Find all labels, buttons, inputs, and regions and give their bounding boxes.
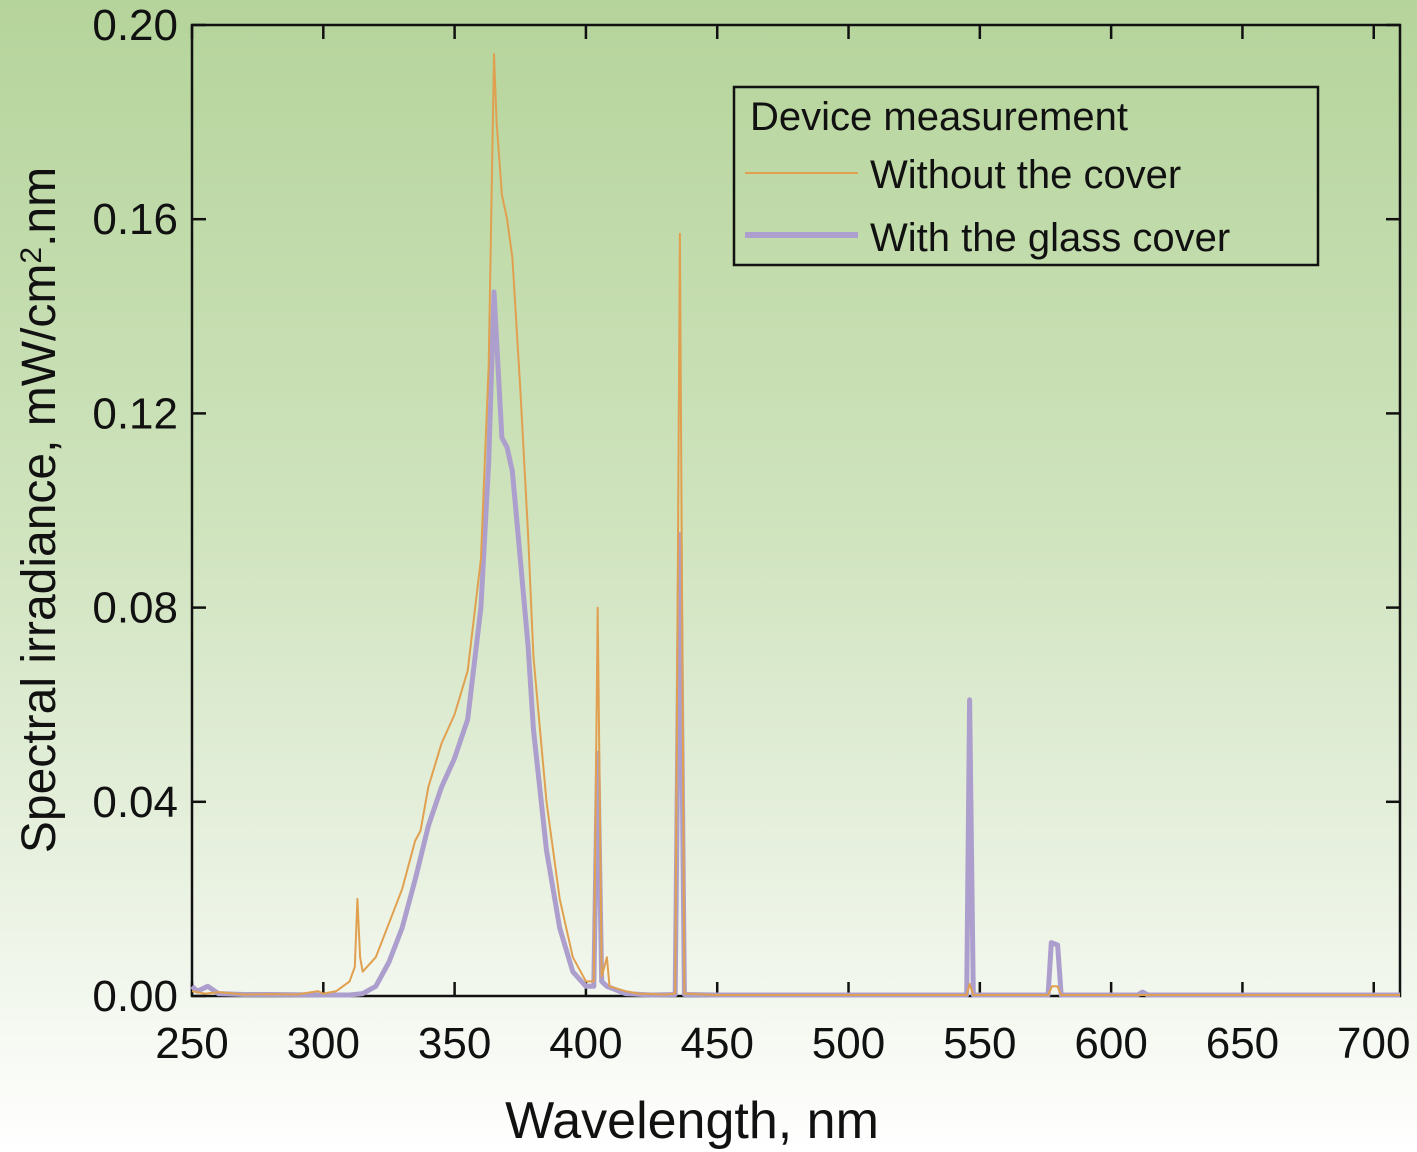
y-axis-label: Spectral irradiance, mW/cm2.nm <box>13 167 66 853</box>
x-axis-label: Wavelength, nm <box>505 1092 879 1150</box>
x-tick-label: 450 <box>681 1019 754 1068</box>
x-tick-label: 350 <box>418 1019 491 1068</box>
x-tick-label: 650 <box>1206 1019 1279 1068</box>
y-tick-label: 0.20 <box>92 1 178 50</box>
y-axis-label-superscript: 2 <box>15 247 48 264</box>
legend-box <box>732 85 1320 267</box>
series-line-without-cover <box>191 53 1400 996</box>
x-tick-label: 250 <box>155 1019 228 1068</box>
y-tick-label: 0.08 <box>92 584 178 633</box>
legend-label-without-cover: Without the cover <box>870 153 1181 197</box>
legend: Device measurement Without the cover Wit… <box>732 85 1320 267</box>
legend-label-with-glass-cover: With the glass cover <box>870 216 1230 260</box>
legend-title: Device measurement <box>750 95 1128 139</box>
y-tick-label: 0.00 <box>92 972 178 1021</box>
axis-ticks: 250 300 350 400 450 500 550 600 650 700 0.00 0.04 0.… <box>92 1 1410 1068</box>
series-line-with-glass-cover <box>190 289 1400 998</box>
x-tick-label: 400 <box>549 1019 622 1068</box>
x-tick-label: 300 <box>287 1019 360 1068</box>
series-group <box>190 53 1400 998</box>
y-axis-label-tail: .nm <box>13 167 66 247</box>
x-tick-label: 500 <box>812 1019 885 1068</box>
x-tick-label: 550 <box>943 1019 1016 1068</box>
x-tick-label: 700 <box>1337 1019 1410 1068</box>
plot-frame <box>190 23 1402 998</box>
y-tick-label: 0.12 <box>92 389 178 438</box>
y-axis-label-main: Spectral irradiance, mW/cm <box>13 264 66 853</box>
y-tick-label: 0.04 <box>92 778 178 827</box>
y-tick-label: 0.16 <box>92 195 178 244</box>
x-tick-label: 600 <box>1074 1019 1147 1068</box>
